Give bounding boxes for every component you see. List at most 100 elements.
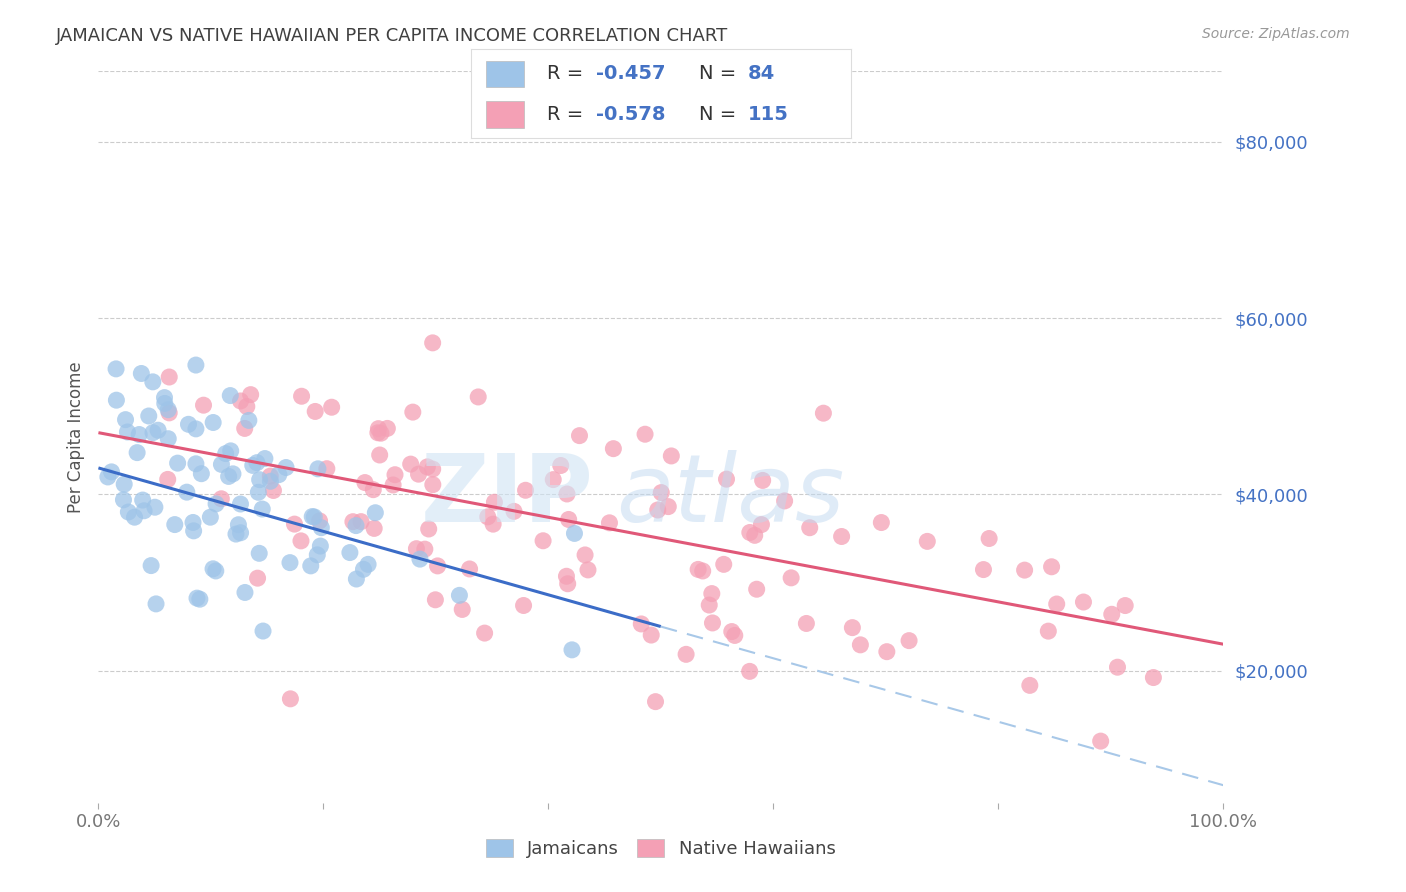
Point (796, 616, 818, 631)
Point (112, 492, 135, 507)
Point (253, 451, 276, 466)
Point (382, 478, 405, 492)
Point (280, 691, 302, 706)
Point (568, 428, 591, 442)
Point (364, 506, 387, 520)
Point (229, 525, 252, 540)
Point (219, 388, 242, 402)
Point (100, 465, 122, 479)
Point (304, 510, 326, 524)
Point (105, 393, 128, 408)
Point (745, 582, 768, 597)
Text: JAMAICAN VS NATIVE HAWAIIAN PER CAPITA INCOME CORRELATION CHART: JAMAICAN VS NATIVE HAWAIIAN PER CAPITA I… (56, 27, 728, 45)
Point (259, 475, 281, 489)
Point (738, 525, 761, 540)
Point (564, 526, 586, 541)
Point (512, 599, 534, 613)
Point (644, 695, 666, 709)
Point (228, 517, 250, 532)
Point (252, 624, 274, 638)
Point (166, 456, 188, 470)
Point (515, 483, 537, 498)
Point (979, 532, 1001, 546)
Point (114, 412, 136, 426)
FancyBboxPatch shape (486, 101, 524, 128)
Point (1018, 678, 1040, 692)
Point (181, 516, 204, 530)
Point (127, 445, 149, 459)
Point (242, 458, 264, 473)
Text: -0.457: -0.457 (596, 63, 666, 83)
Point (1038, 624, 1060, 639)
Text: N =: N = (699, 63, 742, 83)
Point (153, 396, 176, 410)
Point (713, 558, 735, 572)
Point (202, 416, 225, 430)
Text: 115: 115 (748, 104, 789, 124)
Point (222, 467, 245, 481)
Point (368, 448, 391, 462)
Point (477, 509, 499, 524)
Point (219, 443, 242, 458)
Point (744, 528, 766, 542)
Point (205, 497, 228, 511)
Point (541, 473, 564, 487)
Point (1040, 559, 1063, 574)
Point (630, 616, 652, 631)
Point (1142, 671, 1164, 685)
Point (422, 335, 444, 350)
Point (702, 615, 724, 630)
Point (367, 425, 389, 440)
Point (117, 425, 139, 439)
Point (308, 514, 330, 528)
Point (233, 421, 256, 435)
Point (367, 422, 389, 436)
Point (688, 562, 710, 576)
Point (157, 370, 180, 384)
Point (146, 423, 169, 437)
Point (422, 477, 444, 491)
Point (309, 539, 332, 553)
Point (186, 591, 208, 606)
Point (246, 571, 269, 585)
Point (422, 462, 444, 476)
Point (145, 597, 167, 611)
Point (716, 472, 738, 486)
Point (482, 517, 505, 532)
Point (184, 422, 207, 436)
Point (416, 459, 439, 474)
Point (342, 515, 364, 529)
Point (131, 367, 153, 381)
Point (311, 521, 333, 535)
Point (675, 648, 697, 662)
Point (650, 485, 672, 500)
Point (229, 497, 252, 511)
Point (799, 521, 821, 535)
Point (128, 427, 150, 442)
Point (458, 562, 481, 576)
Point (738, 665, 761, 679)
Text: Source: ZipAtlas.com: Source: ZipAtlas.com (1202, 27, 1350, 41)
Point (972, 563, 994, 577)
Text: atlas: atlas (616, 450, 844, 541)
Point (142, 375, 165, 389)
Point (1101, 607, 1123, 622)
Point (246, 456, 269, 470)
Point (724, 628, 747, 642)
Point (849, 638, 872, 652)
Point (321, 401, 343, 415)
Point (692, 564, 714, 578)
Point (157, 432, 180, 446)
Point (503, 504, 526, 518)
Point (557, 576, 579, 591)
Point (405, 541, 427, 556)
Point (124, 510, 146, 524)
Point (315, 461, 337, 475)
Point (602, 442, 624, 456)
Point (773, 494, 796, 508)
Point (561, 643, 583, 657)
Point (598, 516, 620, 530)
Point (697, 598, 720, 612)
Point (399, 457, 422, 471)
Text: R =: R = (547, 104, 589, 124)
